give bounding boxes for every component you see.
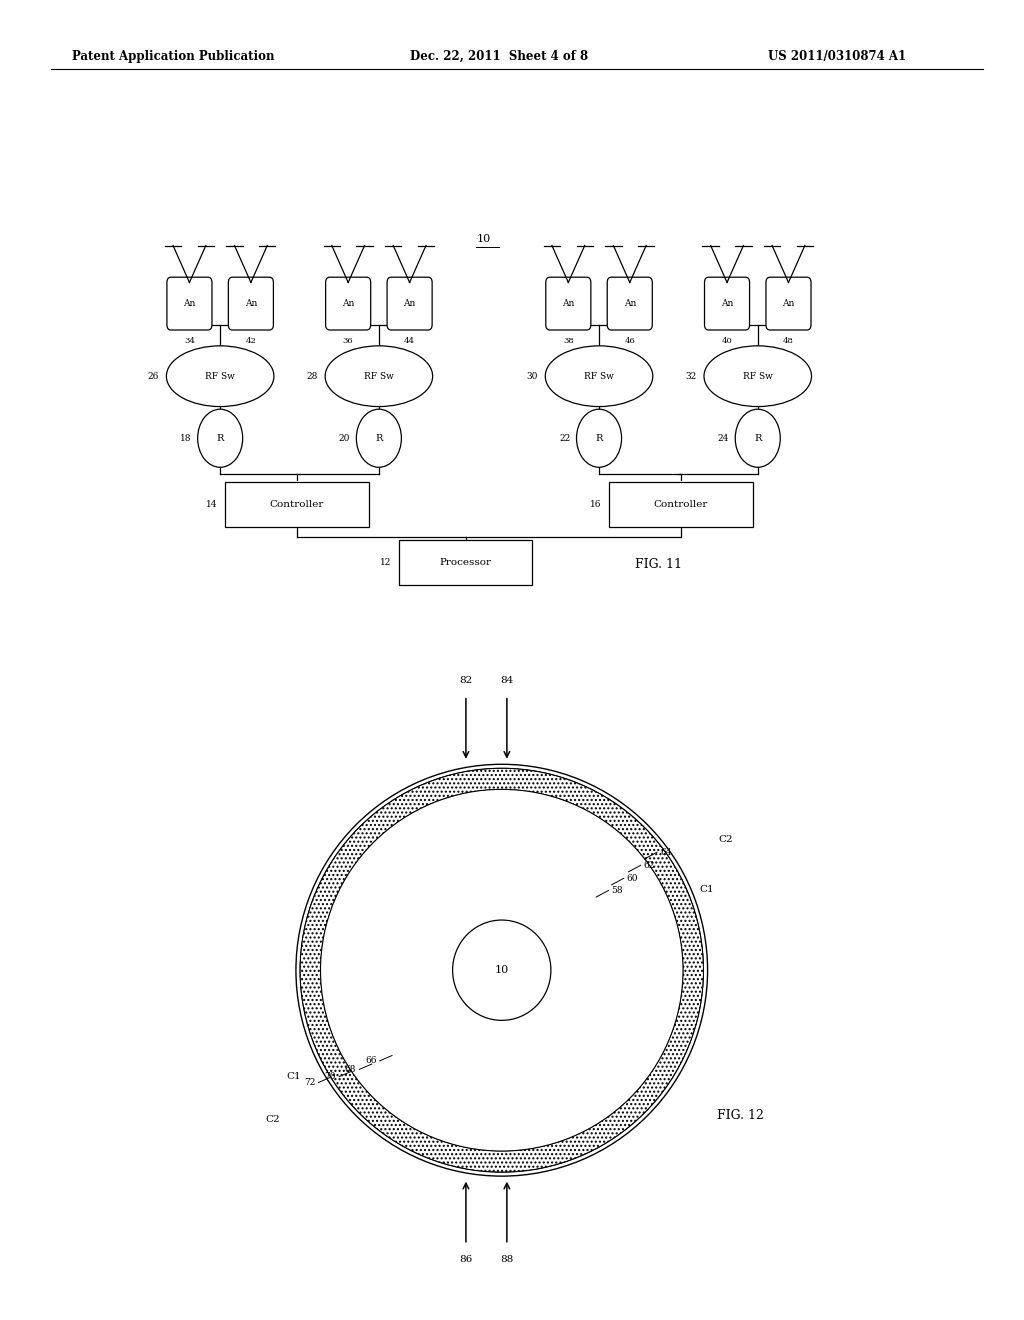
Text: 68: 68 [345, 1065, 356, 1074]
Text: 34: 34 [184, 337, 195, 345]
Text: 38: 38 [563, 337, 573, 345]
Text: C1: C1 [287, 1072, 301, 1081]
FancyBboxPatch shape [607, 277, 652, 330]
Ellipse shape [403, 873, 600, 1068]
Text: 44: 44 [404, 337, 415, 345]
Ellipse shape [300, 768, 703, 1172]
Text: 32: 32 [685, 372, 696, 380]
Ellipse shape [321, 789, 683, 1151]
Text: 14: 14 [206, 500, 217, 508]
Text: R: R [754, 434, 762, 442]
Ellipse shape [382, 851, 622, 1089]
FancyBboxPatch shape [546, 277, 591, 330]
Text: R: R [595, 434, 603, 442]
Text: 22: 22 [559, 434, 570, 442]
Text: Processor: Processor [440, 558, 492, 566]
Bar [609, 482, 753, 527]
Text: An: An [183, 300, 196, 308]
Ellipse shape [428, 896, 575, 1044]
Ellipse shape [341, 810, 663, 1130]
FancyBboxPatch shape [167, 277, 212, 330]
Text: FIG. 11: FIG. 11 [635, 558, 682, 572]
Text: RF Sw: RF Sw [364, 372, 394, 380]
Text: C2: C2 [718, 834, 733, 843]
Ellipse shape [326, 346, 432, 407]
Text: 12: 12 [380, 558, 391, 566]
FancyBboxPatch shape [705, 277, 750, 330]
Ellipse shape [428, 896, 575, 1044]
Text: Controller: Controller [269, 500, 325, 508]
Circle shape [577, 409, 622, 467]
Text: US 2011/0310874 A1: US 2011/0310874 A1 [768, 50, 906, 63]
Text: 18: 18 [180, 434, 191, 442]
Text: 60: 60 [627, 874, 638, 883]
Text: 70: 70 [325, 1072, 336, 1081]
Ellipse shape [321, 789, 683, 1151]
Text: 58: 58 [611, 886, 624, 895]
Ellipse shape [382, 851, 622, 1089]
Circle shape [356, 409, 401, 467]
Ellipse shape [362, 832, 641, 1109]
Text: RF Sw: RF Sw [584, 372, 614, 380]
Text: 82: 82 [460, 676, 472, 685]
Text: 88: 88 [501, 1255, 513, 1265]
Text: An: An [562, 300, 574, 308]
Text: 20: 20 [339, 434, 350, 442]
Text: An: An [342, 300, 354, 308]
Ellipse shape [453, 920, 551, 1020]
Text: Dec. 22, 2011  Sheet 4 of 8: Dec. 22, 2011 Sheet 4 of 8 [410, 50, 588, 63]
Text: An: An [245, 300, 257, 308]
FancyBboxPatch shape [326, 277, 371, 330]
Text: 48: 48 [783, 337, 794, 345]
Ellipse shape [166, 346, 274, 407]
Text: RF Sw: RF Sw [205, 372, 236, 380]
Text: 28: 28 [306, 372, 317, 380]
Text: 66: 66 [366, 1056, 377, 1065]
Text: FIG. 12: FIG. 12 [717, 1109, 764, 1122]
Ellipse shape [403, 873, 600, 1068]
Text: 10: 10 [495, 965, 509, 975]
Ellipse shape [453, 920, 551, 1020]
Ellipse shape [362, 832, 641, 1109]
Text: 24: 24 [718, 434, 729, 442]
Text: 46: 46 [625, 337, 635, 345]
Text: RF Sw: RF Sw [742, 372, 773, 380]
Text: 86: 86 [460, 1255, 472, 1265]
Text: 84: 84 [501, 676, 513, 685]
Bar [225, 482, 369, 527]
Text: An: An [721, 300, 733, 308]
Text: 62: 62 [644, 861, 655, 870]
Bar [399, 540, 532, 585]
Text: C2: C2 [265, 1114, 281, 1123]
Text: R: R [375, 434, 383, 442]
Text: Controller: Controller [653, 500, 709, 508]
Text: An: An [403, 300, 416, 308]
Circle shape [198, 409, 243, 467]
Text: 72: 72 [304, 1078, 315, 1086]
Text: An: An [782, 300, 795, 308]
Text: 16: 16 [590, 500, 601, 508]
Ellipse shape [705, 346, 811, 407]
Text: 40: 40 [722, 337, 732, 345]
Circle shape [735, 409, 780, 467]
Text: 30: 30 [526, 372, 538, 380]
Text: Patent Application Publication: Patent Application Publication [72, 50, 274, 63]
Ellipse shape [341, 810, 663, 1130]
Text: 10: 10 [476, 234, 490, 244]
Text: 36: 36 [343, 337, 353, 345]
Text: 26: 26 [147, 372, 159, 380]
Text: R: R [216, 434, 224, 442]
Text: 64: 64 [659, 847, 672, 857]
Text: 42: 42 [246, 337, 256, 345]
FancyBboxPatch shape [387, 277, 432, 330]
FancyBboxPatch shape [228, 277, 273, 330]
Ellipse shape [545, 346, 653, 407]
Text: C1: C1 [699, 886, 714, 894]
FancyBboxPatch shape [766, 277, 811, 330]
Text: An: An [624, 300, 636, 308]
